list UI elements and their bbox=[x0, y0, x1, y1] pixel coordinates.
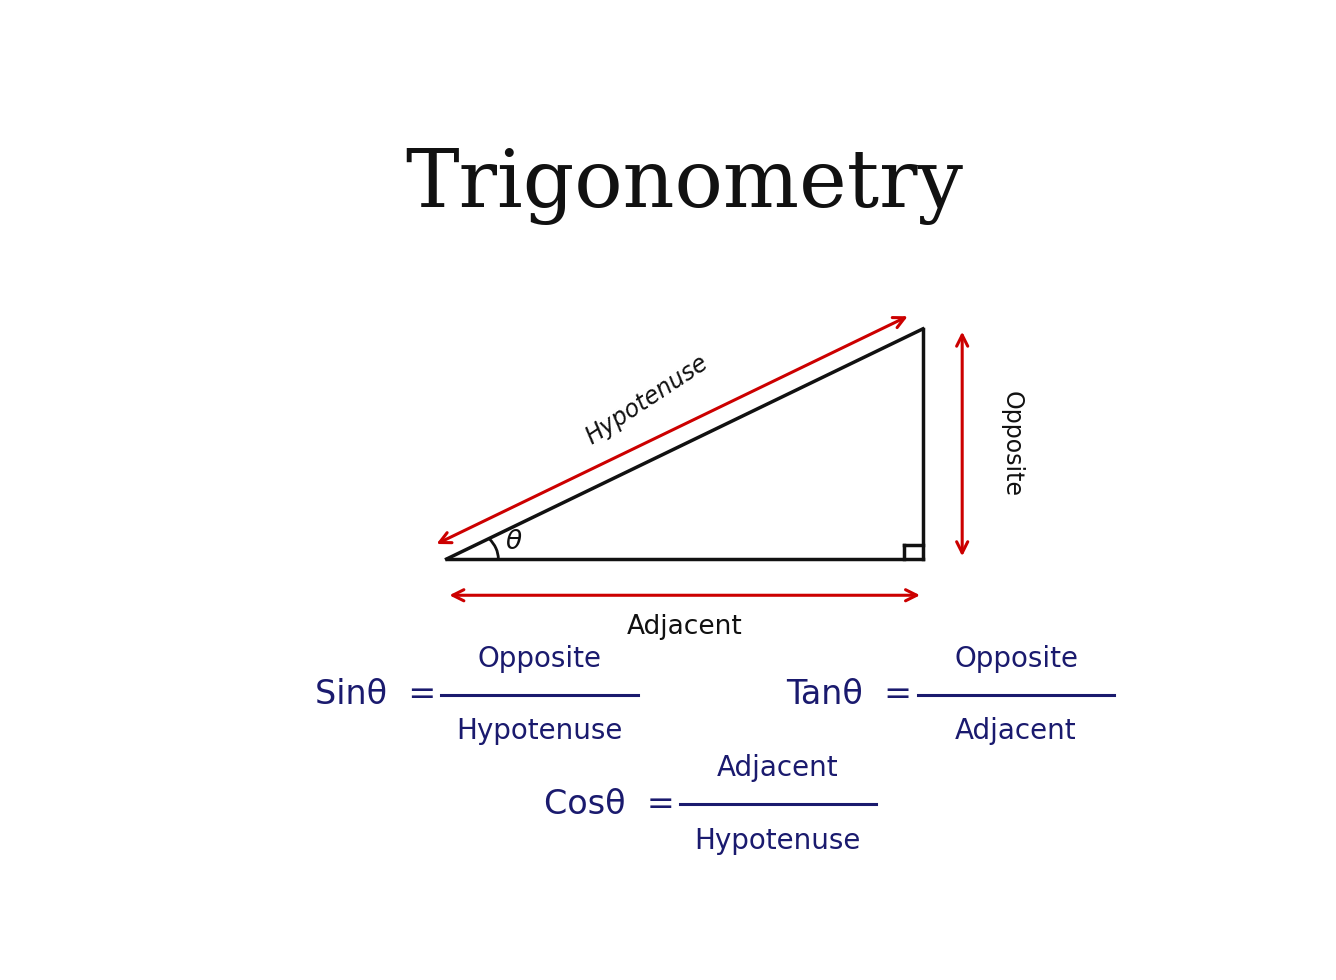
Text: Trigonometry: Trigonometry bbox=[406, 147, 963, 224]
Text: Opposite: Opposite bbox=[478, 645, 601, 672]
Text: Opposite: Opposite bbox=[999, 391, 1023, 497]
Text: Sinθ  =: Sinθ = bbox=[315, 678, 436, 711]
Text: Hypotenuse: Hypotenuse bbox=[695, 826, 862, 855]
Text: Adjacent: Adjacent bbox=[627, 613, 743, 640]
Text: Tanθ  =: Tanθ = bbox=[787, 678, 912, 711]
Text: Adjacent: Adjacent bbox=[955, 717, 1077, 745]
Text: Cosθ  =: Cosθ = bbox=[544, 788, 675, 821]
Text: Hypotenuse: Hypotenuse bbox=[457, 717, 623, 745]
Text: $\theta$: $\theta$ bbox=[505, 529, 522, 556]
Text: Adjacent: Adjacent bbox=[717, 754, 839, 782]
Text: Hypotenuse: Hypotenuse bbox=[581, 350, 712, 449]
Text: Opposite: Opposite bbox=[954, 645, 1078, 672]
